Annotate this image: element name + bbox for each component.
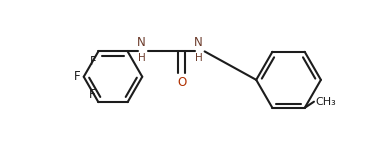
Text: F: F	[90, 55, 97, 67]
Text: CH₃: CH₃	[316, 97, 336, 107]
Text: O: O	[177, 76, 186, 89]
Text: N: N	[137, 36, 146, 49]
Text: N: N	[194, 36, 203, 49]
Text: F: F	[74, 70, 81, 83]
Text: H: H	[195, 53, 202, 63]
Text: F: F	[89, 88, 95, 101]
Text: H: H	[138, 53, 145, 63]
